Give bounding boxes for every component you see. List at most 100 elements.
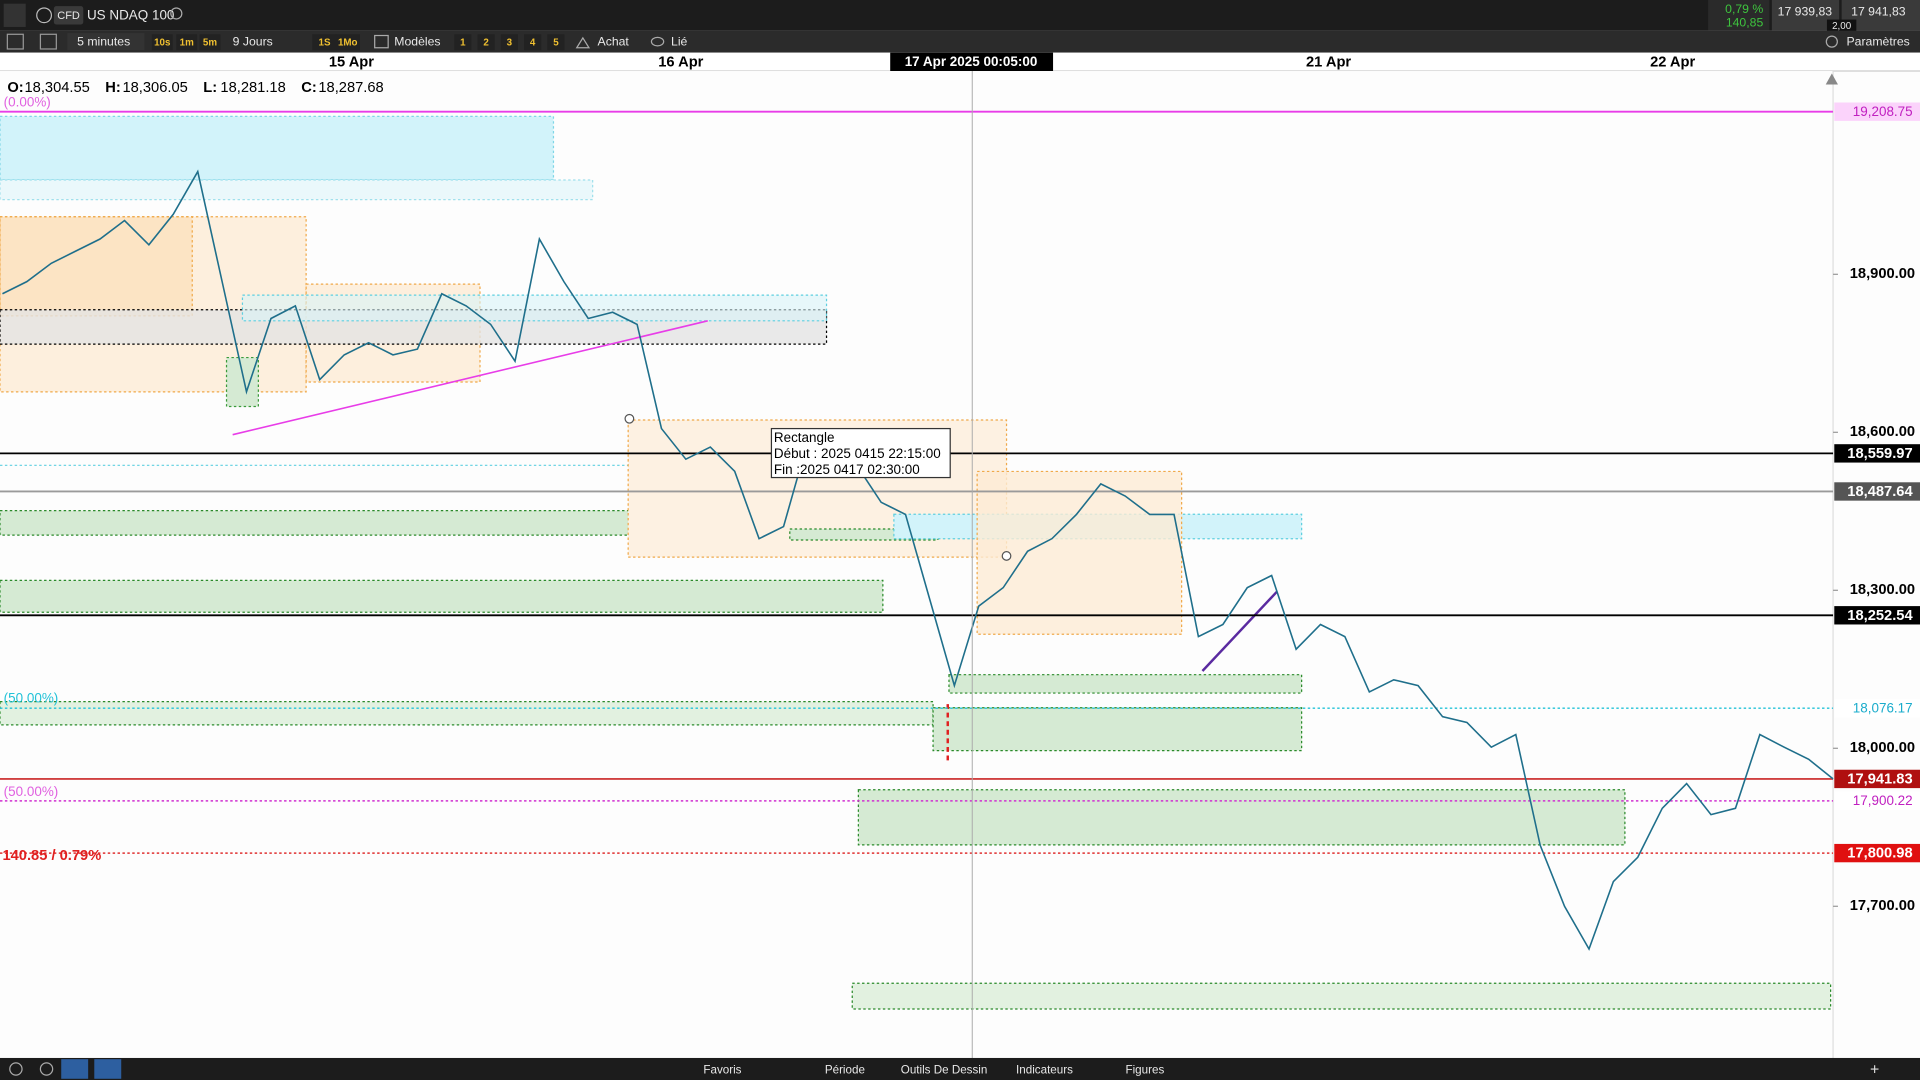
tooltip-end: Fin :2025 0417 02:30:00 — [774, 462, 920, 477]
footer-tab[interactable]: Outils De Dessin — [901, 1063, 988, 1076]
price-label-box — [1834, 791, 1920, 811]
zone[interactable] — [0, 701, 934, 726]
crosshair-time-box — [890, 52, 1054, 72]
toolbar-button-label: 5m — [203, 37, 217, 48]
toolbar-button-label: 3 — [507, 37, 513, 48]
draw-tool[interactable] — [61, 1059, 89, 1079]
refresh-icon[interactable] — [9, 1062, 23, 1076]
y-tick-label: 18,300.00 — [1850, 582, 1915, 598]
zone[interactable] — [0, 179, 594, 201]
zone[interactable] — [0, 115, 555, 181]
currency-icon — [36, 7, 53, 24]
price-line — [2, 169, 1834, 951]
zone[interactable] — [0, 216, 193, 317]
tooltip — [770, 427, 951, 479]
zone[interactable] — [948, 674, 1303, 694]
settings[interactable]: Paramètres — [1847, 34, 1910, 48]
y-tick-label: 18,600.00 — [1850, 424, 1915, 440]
zone[interactable] — [225, 356, 259, 408]
zoom-in[interactable]: + — [1870, 1061, 1879, 1078]
bid: 17 939,83 — [1778, 4, 1833, 18]
toolbar-button[interactable] — [500, 34, 518, 51]
price-label: 18,076.17 — [1853, 700, 1913, 715]
footer-tab[interactable]: Indicateurs — [1016, 1063, 1073, 1076]
toolbar-button[interactable] — [199, 34, 221, 51]
drawings — [0, 115, 1832, 1010]
toolbar-button-label: 1 — [460, 37, 466, 48]
link-icon — [650, 36, 665, 47]
grid-icon[interactable] — [39, 33, 57, 50]
price-label: 19,208.75 — [1853, 104, 1913, 119]
toolbar-button[interactable] — [335, 34, 360, 51]
ask: 17 941,83 — [1851, 4, 1906, 18]
interval: 5 minutes — [77, 34, 130, 48]
footer-tab[interactable]: Favoris — [703, 1063, 741, 1076]
trend-line[interactable] — [1201, 590, 1279, 672]
block-icon[interactable] — [39, 1062, 54, 1076]
zone[interactable] — [0, 579, 884, 613]
ohlc-label: C: — [301, 80, 317, 96]
toolbar-button-label: 1Mo — [338, 37, 358, 48]
ohlc-value: 18,304.55 — [24, 80, 89, 96]
footer-tab[interactable]: Période — [825, 1063, 865, 1076]
interval-select[interactable] — [67, 33, 145, 51]
ohlc-label: O: — [7, 80, 23, 96]
zone[interactable] — [851, 982, 1832, 1010]
date-label: 22 Apr — [1650, 54, 1695, 70]
badge — [53, 6, 84, 25]
price-label-box — [1834, 444, 1920, 463]
layout-icon[interactable] — [6, 33, 24, 50]
cursor-tool[interactable] — [94, 1059, 122, 1079]
zone[interactable] — [241, 294, 828, 322]
price-label: 18,559.97 — [1847, 446, 1912, 462]
link[interactable]: Lié — [671, 34, 688, 48]
toolbar-button[interactable] — [454, 34, 472, 51]
zone[interactable] — [0, 510, 748, 536]
toolbar-button-label: 5 — [553, 37, 559, 48]
price-label-box — [1834, 843, 1920, 863]
crosshair-time: 17 Apr 2025 00:05:00 — [905, 54, 1038, 69]
zone[interactable] — [932, 707, 1303, 752]
zone[interactable] — [857, 789, 1626, 846]
toolbar-button[interactable] — [176, 34, 198, 51]
price-label-box — [1834, 769, 1920, 789]
toolbar-button-label: 1m — [180, 37, 194, 48]
change-box — [1708, 0, 1770, 31]
ohlc-label: H: — [105, 80, 121, 96]
range[interactable]: 9 Jours — [233, 34, 273, 48]
toolbar-button[interactable] — [524, 34, 542, 51]
templates[interactable]: Modèles — [394, 34, 440, 48]
price-label: 18,252.54 — [1847, 608, 1913, 624]
toolbar-button-label: 2 — [483, 37, 489, 48]
price-label-box — [1834, 698, 1920, 718]
spread-box — [1826, 19, 1857, 32]
footer-tab[interactable]: Figures — [1126, 1063, 1165, 1076]
y-tick-label: 18,900.00 — [1850, 266, 1915, 282]
toolbar-button[interactable] — [151, 34, 173, 51]
toolbar-button-label: 4 — [530, 37, 536, 48]
anchor[interactable] — [624, 413, 635, 424]
ohlc-value: 18,287.68 — [318, 80, 383, 96]
zone[interactable] — [976, 470, 1183, 635]
templates-icon — [374, 34, 389, 49]
ohlc-label: L: — [203, 80, 217, 96]
toolbar-button[interactable] — [477, 34, 495, 51]
menu-button[interactable] — [3, 3, 26, 27]
tooltip-title: Rectangle — [774, 430, 835, 445]
change-pct: 0,79 % — [1725, 2, 1763, 16]
spread: 2,00 — [1832, 21, 1852, 32]
price-label: 18,487.64 — [1847, 484, 1913, 500]
scroll-icon[interactable] — [1825, 73, 1838, 85]
toolbar-button-label: 10s — [154, 37, 171, 48]
anchor[interactable] — [1001, 551, 1012, 561]
toolbar-button[interactable] — [312, 34, 337, 51]
fib-label: (0.00%) — [4, 94, 51, 109]
trend-line[interactable] — [232, 320, 708, 436]
date-label: 21 Apr — [1306, 54, 1351, 70]
order[interactable]: Achat — [598, 34, 630, 48]
price-label: 17,941.83 — [1847, 771, 1912, 787]
search-icon[interactable] — [170, 7, 183, 20]
toolbar-button[interactable] — [547, 34, 565, 51]
instrument-name[interactable]: US NDAQ 100 — [87, 7, 174, 22]
